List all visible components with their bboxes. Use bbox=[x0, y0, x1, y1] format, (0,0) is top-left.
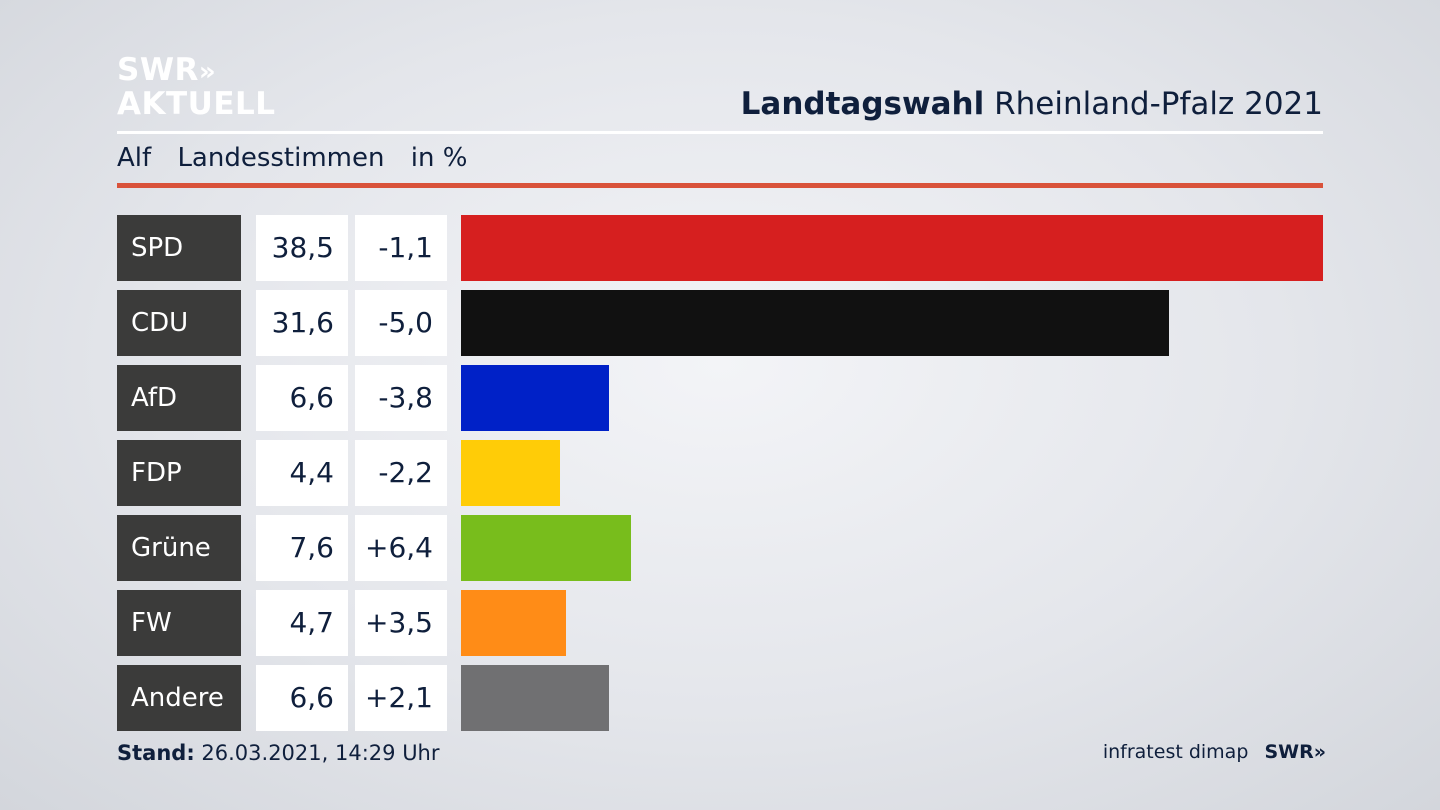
change-label: -3,8 bbox=[355, 365, 447, 431]
source-label: infratest dimap bbox=[1102, 741, 1249, 763]
logo-line-swr: SWR» bbox=[117, 52, 216, 88]
value-label: 38,5 bbox=[256, 215, 348, 281]
party-label: Grüne bbox=[117, 515, 241, 581]
change-label: +6,4 bbox=[355, 515, 447, 581]
value-label: 4,4 bbox=[256, 440, 348, 506]
swr-chevron-icon: » bbox=[1313, 741, 1326, 763]
change-label: +3,5 bbox=[355, 590, 447, 656]
bar-cdu bbox=[461, 290, 1169, 356]
title-bold: Landtagswahl bbox=[740, 86, 985, 122]
chart-row-cdu: CDU 31,6 -5,0 bbox=[0, 290, 1440, 356]
subtitle: Alf Landesstimmen in % bbox=[117, 143, 485, 173]
change-label: +2,1 bbox=[355, 665, 447, 731]
header-divider bbox=[117, 131, 1323, 134]
logo-line-aktuell: AKTUELL bbox=[117, 86, 276, 122]
value-label: 4,7 bbox=[256, 590, 348, 656]
subtitle-metric: Landesstimmen bbox=[177, 143, 385, 173]
party-label: Andere bbox=[117, 665, 241, 731]
chart-row-fw: FW 4,7 +3,5 bbox=[0, 590, 1440, 656]
change-label: -2,2 bbox=[355, 440, 447, 506]
party-label: FDP bbox=[117, 440, 241, 506]
source-credit: infratest dimap SWR» bbox=[1102, 741, 1326, 763]
timestamp: Stand: 26.03.2021, 14:29 Uhr bbox=[117, 741, 440, 765]
chart-row-fdp: FDP 4,4 -2,2 bbox=[0, 440, 1440, 506]
logo-chevron-icon: » bbox=[198, 57, 216, 87]
bar-afd bbox=[461, 365, 609, 431]
value-label: 7,6 bbox=[256, 515, 348, 581]
chart-row-spd: SPD 38,5 -1,1 bbox=[0, 215, 1440, 281]
party-label: AfD bbox=[117, 365, 241, 431]
party-label: FW bbox=[117, 590, 241, 656]
bar-andere bbox=[461, 665, 609, 731]
chart-row-afd: AfD 6,6 -3,8 bbox=[0, 365, 1440, 431]
party-label: CDU bbox=[117, 290, 241, 356]
subtitle-unit: in % bbox=[410, 143, 468, 173]
value-label: 6,6 bbox=[256, 665, 348, 731]
bar-gruene bbox=[461, 515, 631, 581]
title-rest: Rheinland-Pfalz 2021 bbox=[994, 86, 1323, 122]
bar-fdp bbox=[461, 440, 560, 506]
swr-logo-small: SWR bbox=[1264, 741, 1314, 763]
subtitle-place: Alf bbox=[117, 143, 152, 173]
bar-spd bbox=[461, 215, 1323, 281]
swr-aktuell-logo: SWR» AKTUELL bbox=[117, 54, 276, 120]
chart-row-andere: Andere 6,6 +2,1 bbox=[0, 665, 1440, 731]
party-label: SPD bbox=[117, 215, 241, 281]
chart-row-gruene: Grüne 7,6 +6,4 bbox=[0, 515, 1440, 581]
page-title: Landtagswahl Rheinland-Pfalz 2021 bbox=[741, 86, 1323, 122]
value-label: 31,6 bbox=[256, 290, 348, 356]
change-label: -5,0 bbox=[355, 290, 447, 356]
bar-fw bbox=[461, 590, 566, 656]
stand-label: Stand: bbox=[117, 741, 195, 765]
value-label: 6,6 bbox=[256, 365, 348, 431]
stand-value: 26.03.2021, 14:29 Uhr bbox=[201, 741, 440, 765]
change-label: -1,1 bbox=[355, 215, 447, 281]
accent-divider bbox=[117, 183, 1323, 188]
